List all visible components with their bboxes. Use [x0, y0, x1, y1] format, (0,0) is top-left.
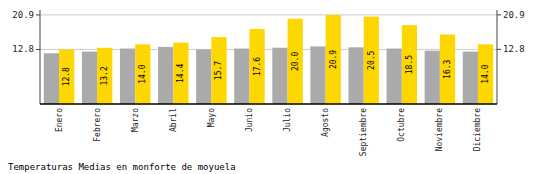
grid-line [40, 14, 497, 15]
bar [348, 47, 363, 104]
data-label: 20.5 [367, 50, 376, 69]
y-tick-label: 20.9 [12, 10, 34, 20]
bar [440, 35, 455, 104]
x-tick-label: Julio [283, 108, 292, 132]
y-axis-line [40, 10, 41, 104]
y2-tick-label: 20.9 [503, 10, 525, 20]
x-tick-label: Noviembre [435, 108, 444, 152]
bar [97, 48, 112, 104]
axes: 12.8 12.8 20.9 20.9 [12, 10, 524, 104]
chart: 12.8 13.2 14.0 14.4 15.7 17.6 20.0 20.9 20.5 18.5… [0, 0, 537, 174]
y2-tick-label: 12.8 [503, 44, 525, 54]
x-tick-label: Abril [169, 108, 178, 132]
bar [402, 25, 417, 104]
data-label: 16.3 [443, 59, 452, 78]
x-tick-label: Febrero [93, 108, 102, 142]
x-tick-label: Octubre [397, 108, 406, 142]
x-tick-label: Enero [55, 108, 64, 132]
bar [425, 51, 440, 104]
bar [120, 49, 135, 104]
x-axis-line [40, 103, 497, 105]
grid [40, 15, 497, 50]
data-label: 17.6 [253, 57, 262, 76]
data-label: 14.4 [176, 63, 185, 82]
x-tick-label: Septiembre [359, 108, 368, 156]
bar [44, 53, 59, 104]
data-labels: 12.8 13.2 14.0 14.4 15.7 17.6 20.0 20.9 20.5 18.5… [62, 50, 490, 87]
data-label: 12.8 [62, 67, 71, 86]
data-label: 13.2 [100, 66, 109, 85]
bar [463, 52, 478, 104]
bar [272, 48, 287, 104]
bar [135, 44, 150, 104]
bar [234, 49, 249, 104]
bar [196, 49, 211, 104]
bars [44, 15, 493, 104]
bar [59, 49, 74, 104]
y-tick [36, 49, 40, 50]
y2-axis-line [497, 10, 498, 104]
y2-tick [497, 49, 501, 50]
data-label: 18.5 [405, 55, 414, 74]
bar [387, 49, 402, 104]
x-tick-label: Agosto [321, 108, 330, 137]
y-tick-label: 12.8 [12, 44, 34, 54]
bar [249, 29, 264, 104]
data-label: 14.0 [481, 64, 490, 83]
title: Temperaturas Medias en monforte de moyue… [8, 162, 236, 172]
y-tick [36, 14, 40, 15]
x-tick-label: Marzo [131, 108, 140, 132]
x-tick-label: Diciembre [473, 108, 482, 152]
x-tick-label: Mayo [207, 108, 216, 127]
bar [364, 17, 379, 104]
data-label: 14.0 [138, 64, 147, 83]
bar [310, 46, 325, 104]
data-label: 20.0 [291, 52, 300, 71]
x-tick-labels: Enero Febrero Marzo Abril Mayo Junio Julio Agos… [55, 108, 483, 156]
x-tick-label: Junio [245, 108, 254, 132]
bar [478, 44, 493, 104]
data-label: 20.9 [329, 50, 338, 69]
data-label: 15.7 [214, 61, 223, 80]
bar [82, 52, 97, 104]
bar [288, 19, 303, 104]
y2-tick [497, 14, 501, 15]
bar [173, 43, 188, 104]
bar [211, 37, 226, 104]
bar [158, 47, 173, 104]
bar [326, 15, 341, 104]
